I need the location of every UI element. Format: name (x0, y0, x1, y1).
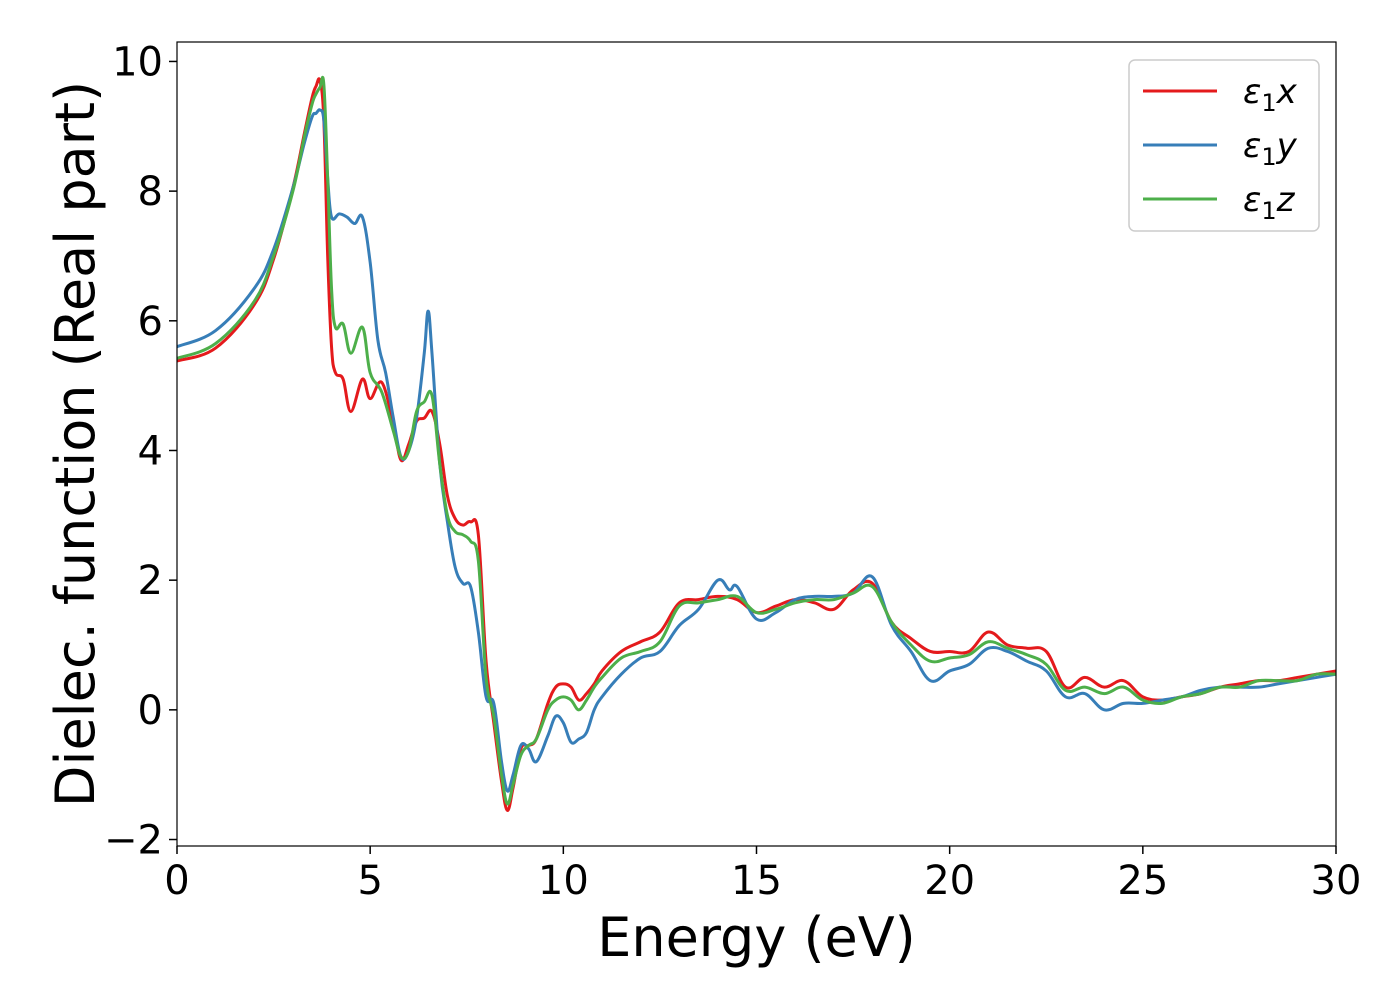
x-axis: 0 5 10 15 20 25 30 (164, 846, 1361, 904)
legend-subscript: 1 (1261, 89, 1276, 117)
x-tick-label: 20 (924, 858, 975, 904)
legend-variable: x (1276, 72, 1298, 112)
y-tick-label: 2 (138, 558, 163, 604)
legend-symbol: ε (1243, 72, 1261, 112)
legend-box (1128, 59, 1320, 232)
legend-variable: z (1276, 180, 1296, 220)
legend-variable: y (1276, 126, 1298, 166)
y-tick-label: 8 (138, 169, 163, 215)
legend-subscript: 1 (1261, 143, 1276, 171)
y-tick-label: 0 (138, 688, 163, 734)
legend-entry-y: ε1y (1243, 126, 1298, 171)
y-tick-label: 6 (138, 299, 163, 345)
x-tick-label: 0 (164, 858, 189, 904)
legend-entry-x: ε1x (1243, 72, 1298, 117)
series-line-x (177, 77, 1336, 812)
y-tick-label: −2 (104, 818, 163, 864)
x-tick-label: 15 (731, 858, 782, 904)
y-axis-label: Dielec. function (Real part) (44, 81, 107, 807)
legend-entry-z: ε1z (1243, 180, 1296, 225)
x-tick-label: 10 (538, 858, 589, 904)
legend-symbol: ε (1243, 180, 1261, 220)
x-tick-label: 25 (1117, 858, 1168, 904)
y-tick-label: 10 (112, 39, 163, 85)
legend-subscript: 1 (1261, 197, 1276, 225)
series-line-z (177, 76, 1336, 806)
legend-symbol: ε (1243, 126, 1261, 166)
x-tick-label: 30 (1311, 858, 1362, 904)
y-tick-label: 4 (138, 428, 163, 474)
series-layer (177, 76, 1336, 812)
x-tick-label: 5 (357, 858, 382, 904)
x-axis-label: Energy (eV) (597, 906, 916, 969)
y-axis: −2 0 2 4 6 8 10 (104, 39, 177, 864)
series-line-y (177, 108, 1336, 793)
